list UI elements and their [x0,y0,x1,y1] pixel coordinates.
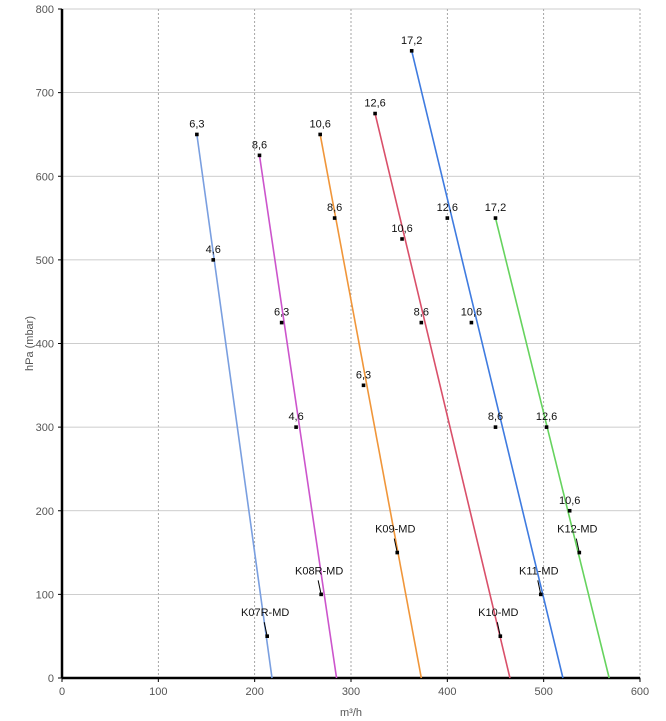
data-label: 10,6 [461,307,482,319]
data-label: 10,6 [391,223,412,235]
series-name-label: K12-MD [557,524,597,536]
series-label-pointer [575,538,580,553]
series-name-label: K11-MD [519,565,559,577]
series-k11-md [409,49,564,679]
data-label: 8,6 [252,139,267,151]
series-name-label: K09-MD [375,524,415,536]
data-point [493,425,498,429]
y-tick-label: 0 [48,673,54,685]
series-name-label: K10-MD [478,607,518,619]
data-point [400,237,404,241]
data-point [332,216,337,220]
y-tick-label: 200 [36,506,54,518]
series-label-pointer [393,538,398,553]
series-name-label: K08R-MD [295,565,343,577]
y-tick-label: 600 [36,171,54,183]
data-point [469,320,474,325]
series-k12-md [493,216,610,679]
data-point [493,216,498,220]
series-label-pointer [317,580,322,595]
y-tick-label: 300 [36,422,54,434]
data-point [373,111,377,116]
data-label: 4,6 [206,244,221,256]
data-label: 12,6 [536,411,557,423]
series-label-pointer [496,622,501,637]
data-label: 10,6 [309,118,330,130]
series-k10-md [373,111,511,679]
series-k08r-md [257,153,338,679]
data-point [419,320,424,325]
x-tick-label: 400 [438,686,456,698]
data-point [211,258,216,262]
data-label: 4,6 [288,411,303,423]
series-layer [195,49,610,679]
series-line-k10-md [374,113,511,679]
data-label: 8,6 [414,307,429,319]
data-point [409,49,414,53]
y-tick-label: 800 [36,4,54,16]
data-point [279,320,284,325]
series-label-pointer [537,580,542,595]
data-point [257,153,262,158]
grid [62,8,641,678]
y-tick-label: 400 [36,339,54,351]
data-label: 6,3 [274,307,289,319]
series-line-k09-md [319,134,423,679]
labels-layer: 6,3 4,6 K07R-MD 8,6 6,3 4,6 K08R-MD 10,6 8,6 6,3 K… [189,35,597,619]
series-line-k07r-md [196,134,273,679]
x-tick-label: 100 [149,686,167,698]
axes: 0 100 200 300 400 500 600 0 100 200 300 400 500 600 70… [36,4,650,698]
x-tick-label: 300 [342,686,360,698]
data-label: 8,6 [327,202,342,214]
series-line-k08r-md [258,155,338,679]
data-point [567,508,572,513]
data-point [361,383,366,388]
x-axis-title: m³/h [340,707,362,719]
data-label: 12,6 [364,98,385,110]
series-k07r-md [195,132,273,679]
y-tick-label: 700 [36,88,54,100]
data-label: 12,6 [437,202,458,214]
y-axis-title: hPa (mbar) [24,316,36,371]
data-label: 10,6 [559,495,580,507]
data-point [195,132,199,137]
data-point [544,425,549,429]
y-tick-label: 500 [36,255,54,267]
series-line-k12-md [494,217,610,679]
series-k09-md [318,132,423,679]
x-tick-label: 0 [59,686,65,698]
data-label: 6,3 [189,118,204,130]
data-label: 8,6 [488,411,503,423]
data-label: 17,2 [485,202,506,214]
data-point [318,132,322,137]
series-name-label: K07R-MD [241,607,289,619]
y-tick-label: 100 [36,589,54,601]
data-label: 17,2 [401,35,422,47]
data-label: 6,3 [356,369,371,381]
x-tick-label: 200 [245,686,263,698]
data-point [445,216,450,220]
x-tick-label: 600 [631,686,649,698]
series-line-k11-md [410,50,564,679]
x-tick-label: 500 [534,686,552,698]
series-label-pointer [263,622,268,637]
data-point [294,425,298,429]
